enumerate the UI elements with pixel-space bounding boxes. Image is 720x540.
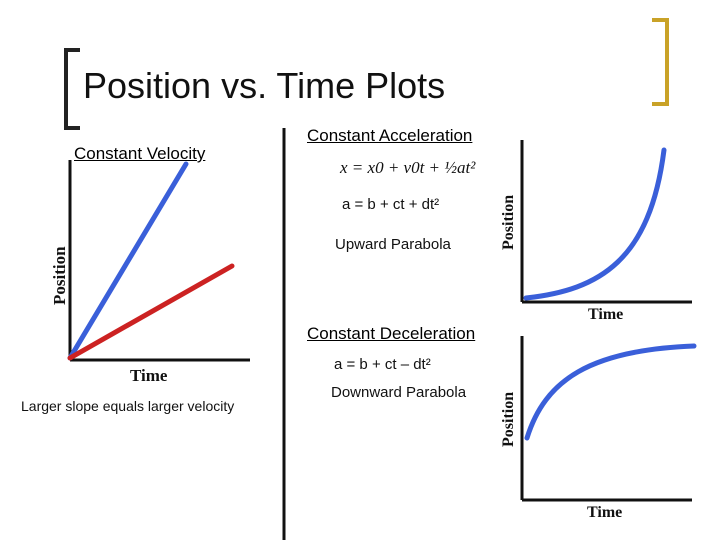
acceleration-heading: Constant Acceleration [307,126,473,145]
velocity-x-label: Time [130,366,168,385]
right-bracket [652,18,669,106]
acceleration-shape-label: Upward Parabola [335,236,451,253]
acceleration-formula: x = x0 + v0t + ½at² [340,158,476,177]
velocity-y-label: Position [50,246,69,305]
acceleration-equation: a = b + ct + dt² [342,196,440,213]
deceleration-y-label: Position [500,391,517,447]
slide-title: Position vs. Time Plots [83,65,446,106]
acceleration-x-label: Time [588,306,624,323]
deceleration-equation: a = b + ct – dt² [334,356,431,373]
deceleration-curve [524,343,697,441]
deceleration-x-label: Time [587,504,623,521]
velocity-caption: Larger slope equals larger velocity [21,398,235,414]
velocity-blue-line [67,161,189,361]
acceleration-curve [523,147,667,301]
velocity-heading: Constant Velocity [74,144,206,163]
left-bracket [64,48,80,130]
deceleration-shape-label: Downward Parabola [331,384,467,401]
velocity-red-line [67,263,235,361]
deceleration-heading: Constant Deceleration [307,324,476,343]
acceleration-y-label: Position [500,194,517,250]
